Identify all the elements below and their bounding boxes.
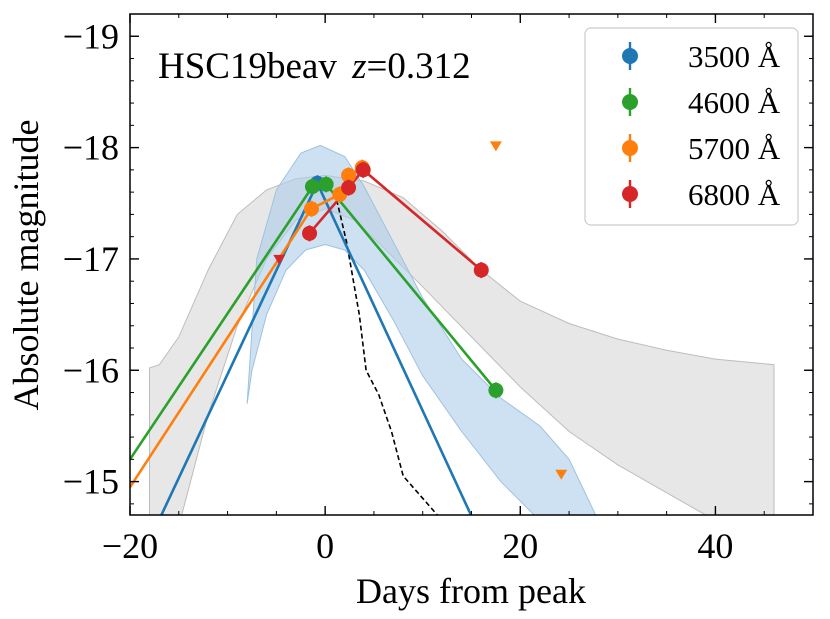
legend: 3500 Å 4600 Å 5700 Å 6800 Å	[585, 28, 798, 225]
x-tick-label: −20	[102, 526, 158, 566]
x-tick-label: 40	[697, 526, 733, 566]
data-point-3-0	[302, 226, 317, 241]
object-label: HSC19beav z=0.312	[158, 46, 471, 87]
legend-label-2: 5700 Å	[688, 131, 781, 166]
y-tick-label: −19	[63, 16, 119, 56]
legend-label-0: 3500 Å	[688, 39, 781, 74]
data-point-1-2	[488, 383, 503, 398]
y-tick-label: −15	[63, 462, 119, 502]
data-point-2-0	[304, 201, 319, 216]
y-axis-label: Absolute magnitude	[6, 120, 46, 411]
data-point-3-1	[341, 180, 356, 195]
x-axis-label: Days from peak	[356, 571, 586, 611]
legend-marker-2	[622, 140, 638, 156]
legend-marker-1	[622, 94, 638, 110]
data-point-3-2	[356, 162, 371, 177]
x-tick-label: 0	[316, 526, 334, 566]
legend-marker-0	[622, 48, 638, 64]
data-point-3-3	[474, 263, 489, 278]
legend-marker-3	[622, 186, 638, 202]
y-tick-label: −18	[63, 128, 119, 168]
x-tick-label: 20	[502, 526, 538, 566]
data-point-1-1	[319, 177, 334, 192]
upper-limit-marker-2-0	[490, 141, 502, 151]
y-tick-label: −16	[63, 350, 119, 390]
data-point-1-0	[305, 179, 320, 194]
legend-label-1: 4600 Å	[688, 85, 781, 120]
y-tick-label: −17	[63, 239, 119, 279]
legend-label-3: 6800 Å	[688, 177, 781, 212]
